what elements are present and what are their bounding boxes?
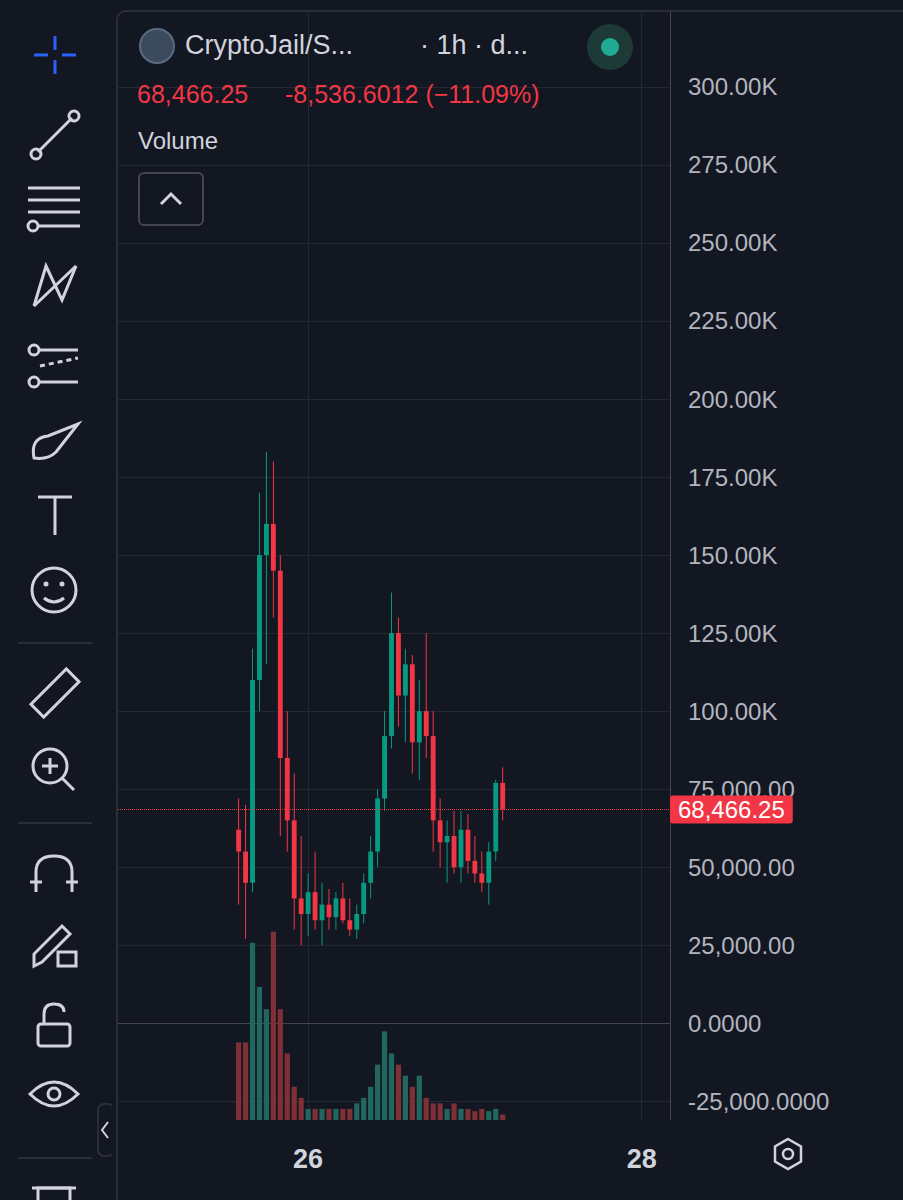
svg-text:75,000.00: 75,000.00 bbox=[688, 775, 795, 803]
svg-text:0.0000: 0.0000 bbox=[688, 1010, 761, 1037]
svg-text:125.00K: 125.00K bbox=[688, 620, 777, 647]
svg-text:150.00K: 150.00K bbox=[688, 542, 777, 569]
svg-text:68,466.25: 68,466.25 bbox=[678, 796, 785, 823]
svg-text:225.00K: 225.00K bbox=[688, 307, 777, 334]
svg-text:300.00K: 300.00K bbox=[688, 73, 777, 100]
svg-text:175.00K: 175.00K bbox=[688, 464, 777, 491]
svg-text:100.00K: 100.00K bbox=[688, 698, 777, 725]
svg-text:200.00K: 200.00K bbox=[688, 386, 777, 413]
html-text:68,466.25: 68,466.25 bbox=[137, 80, 249, 108]
html-text:Volume: Volume bbox=[138, 127, 219, 154]
html-text:CryptoJail/S...: CryptoJail/S... bbox=[185, 30, 354, 60]
svg-text:25,000.00: 25,000.00 bbox=[688, 932, 795, 959]
svg-text:-25,000.0000: -25,000.0000 bbox=[688, 1088, 829, 1115]
svg-text:250.00K: 250.00K bbox=[688, 229, 777, 256]
svg-text:275.00K: 275.00K bbox=[688, 151, 777, 178]
html-text:-8,536.6012 (−11.09%): -8,536.6012 (−11.09%) bbox=[285, 80, 540, 108]
svg-text:28: 28 bbox=[627, 1144, 657, 1174]
svg-text:50,000.00: 50,000.00 bbox=[688, 854, 795, 881]
html-text:· 1h · d...: · 1h · d... bbox=[420, 30, 528, 60]
svg-text:26: 26 bbox=[293, 1144, 323, 1174]
